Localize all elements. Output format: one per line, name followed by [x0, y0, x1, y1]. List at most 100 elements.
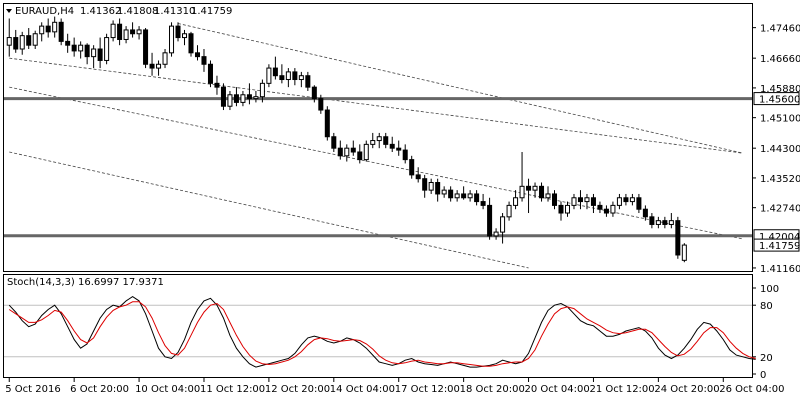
- candle-body: [181, 33, 188, 39]
- candle: [428, 178, 434, 194]
- candle-body: [642, 208, 648, 218]
- candle-body: [110, 23, 116, 39]
- candle-body: [402, 149, 408, 161]
- candle: [156, 60, 162, 76]
- candle: [500, 213, 506, 244]
- price-tick-label: 1.46660: [760, 54, 800, 65]
- candle-body: [467, 193, 473, 199]
- candle: [474, 190, 480, 206]
- candle-body: [506, 204, 512, 218]
- candle: [233, 87, 239, 107]
- candle-body: [539, 185, 545, 199]
- candle-body: [623, 197, 629, 203]
- horizontal-levels: [4, 97, 752, 238]
- candle-body: [143, 29, 149, 65]
- candle-body: [266, 67, 272, 84]
- candle: [675, 216, 681, 259]
- candle-body: [564, 204, 571, 214]
- candle-body: [500, 216, 506, 233]
- candle-body: [156, 63, 162, 69]
- candle: [350, 140, 356, 156]
- candle: [272, 56, 278, 80]
- candle: [370, 132, 376, 149]
- candle-body: [558, 204, 564, 214]
- candle-body: [597, 204, 603, 210]
- candle-body: [675, 220, 681, 256]
- candle: [487, 197, 493, 240]
- candle-body: [71, 44, 77, 52]
- candle-body: [253, 96, 259, 100]
- candle: [461, 186, 467, 200]
- candle: [292, 68, 298, 86]
- candle-body: [136, 29, 142, 35]
- candle: [311, 85, 317, 103]
- candle-body: [454, 193, 460, 199]
- candle: [52, 16, 58, 38]
- candle: [357, 144, 363, 164]
- candle-body: [571, 197, 577, 206]
- candle-body: [513, 197, 519, 206]
- candle: [318, 94, 324, 114]
- candle-body: [331, 136, 337, 149]
- candle-body: [629, 197, 635, 203]
- time-axis: 5 Oct 2016 6 Oct 20:00 10 Oct 04:00 11 Oct …: [5, 378, 784, 395]
- price-tick-label: 1.45100: [760, 114, 800, 125]
- candle: [58, 18, 64, 46]
- candle-body: [344, 147, 350, 157]
- candle: [194, 45, 201, 61]
- candle-body: [350, 147, 356, 153]
- candle-body: [655, 220, 661, 225]
- candle: [149, 52, 155, 76]
- candle-body: [487, 204, 493, 237]
- candle-body: [519, 185, 525, 199]
- chart-title: EURAUD,H4: [15, 6, 74, 17]
- candle-body: [91, 48, 97, 58]
- price-axis: 1.47460 1.46660 1.45880 1.45100 1.44300 1.435…: [753, 24, 800, 275]
- candle: [597, 201, 603, 214]
- candle-body: [285, 71, 291, 81]
- candle: [649, 213, 655, 229]
- ohlc-close: 1.41759: [191, 6, 232, 17]
- candle-body: [409, 159, 415, 176]
- candle: [97, 37, 103, 69]
- candle: [39, 22, 45, 42]
- collapse-arrow-icon[interactable]: [6, 9, 12, 13]
- stoch-main-line: [8, 296, 756, 368]
- ohlc-high: 1.41808: [117, 6, 158, 17]
- candle-body: [13, 37, 19, 50]
- candle-body: [376, 136, 382, 142]
- price-tick-label: 1.47460: [760, 24, 800, 35]
- candle: [480, 193, 486, 210]
- candle: [396, 140, 402, 156]
- stoch-signal-line: [8, 301, 756, 367]
- channel-line: [9, 57, 743, 154]
- candle-body: [272, 67, 278, 77]
- candle: [629, 193, 635, 206]
- time-tick-label: 26 Oct 04:00: [719, 384, 784, 395]
- candle-body: [636, 197, 642, 210]
- candle: [259, 79, 265, 103]
- candle-body: [26, 35, 32, 46]
- price-tick-label: 1.41160: [760, 264, 800, 275]
- candle: [506, 201, 512, 221]
- candle: [117, 18, 123, 46]
- candle-body: [668, 220, 674, 225]
- candle: [662, 216, 668, 229]
- candle-body: [435, 182, 441, 195]
- candle: [616, 193, 622, 210]
- candle: [389, 136, 395, 152]
- candle: [655, 216, 661, 229]
- candle-body: [130, 29, 136, 35]
- candle-body: [194, 52, 201, 58]
- candle: [45, 18, 51, 38]
- level-price-label-text: 1.45600: [759, 95, 800, 106]
- candle: [454, 190, 460, 202]
- channel-line: [9, 86, 743, 240]
- candle-body: [311, 86, 317, 100]
- candle: [65, 33, 71, 53]
- candle-body: [616, 197, 622, 206]
- candle-body: [357, 151, 363, 161]
- candle: [590, 193, 596, 214]
- candle: [467, 190, 473, 202]
- candle: [681, 243, 687, 263]
